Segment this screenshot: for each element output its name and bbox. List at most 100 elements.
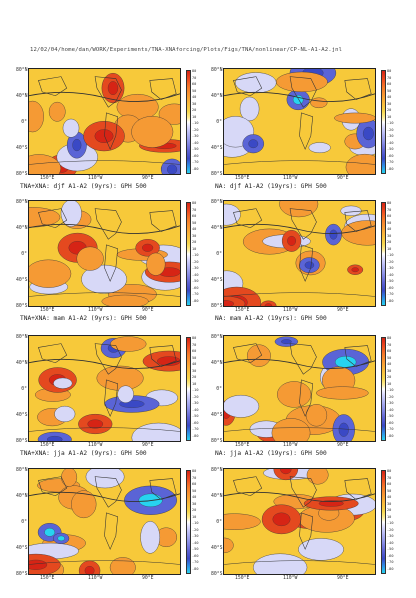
colorbar-tick-label: 20 xyxy=(192,240,197,244)
latitude-label: 0° xyxy=(21,120,27,125)
colorbar-tick-label: -30 xyxy=(387,401,394,405)
colorbar-tick-label: -10 xyxy=(387,521,394,525)
colorbar-tick-label: -50 xyxy=(192,414,199,418)
colorbar-tick-label: 60 xyxy=(387,214,392,218)
latitude-label: 80°S xyxy=(16,572,28,577)
colorbar xyxy=(381,202,386,306)
colorbar-ticks: 80 70 60 50 40 30 20 10 -10 -20 -30 -40 -50 -60 -70 -80 xyxy=(192,336,204,442)
colorbar-tick-label: 10 xyxy=(387,514,392,519)
contour-map xyxy=(223,335,376,442)
longitude-label: 110°W xyxy=(283,308,298,313)
colorbar-tick-label: -10 xyxy=(192,253,199,257)
map-panel-4: 80°N 40°N 0° 40°S 80°S 150°E 110°W 90°E NA: mam … xyxy=(211,192,398,330)
colorbar xyxy=(381,337,386,441)
colorbar-tick-label: 40 xyxy=(387,495,392,499)
longitude-label: 90°E xyxy=(337,576,349,581)
latitude-label: 40°S xyxy=(211,546,223,551)
contour-map xyxy=(28,335,181,442)
colorbar-tick-label: -10 xyxy=(192,121,199,125)
colorbar-tick-label: 40 xyxy=(192,362,197,366)
colorbar-tick-label: 70 xyxy=(387,75,392,80)
colorbar-tick-label: -60 xyxy=(387,285,394,290)
colorbar-tick-label: 50 xyxy=(192,220,197,225)
colorbar-tick-label: -80 xyxy=(387,433,394,438)
colorbar-tick-label: -50 xyxy=(192,547,199,551)
colorbar-tick-label: 20 xyxy=(387,240,392,244)
colorbar-tick-label: -40 xyxy=(192,407,199,412)
colorbar-tick-label: -80 xyxy=(192,433,199,438)
colorbar-tick-label: 50 xyxy=(192,355,197,360)
colorbar-tick-label: 60 xyxy=(192,82,197,86)
colorbar-tick-label: -30 xyxy=(387,266,394,270)
colorbar-tick-label: 70 xyxy=(192,207,197,212)
colorbar-ticks: 80 70 60 50 40 30 20 10 -10 -20 -30 -40 -50 -60 -70 -80 xyxy=(387,336,399,442)
colorbar-tick-label: 80 xyxy=(387,201,392,205)
latitude-label: 80°N xyxy=(16,68,28,73)
colorbar-tick-label: -60 xyxy=(387,153,394,158)
colorbar-tick-label: 80 xyxy=(387,469,392,473)
latitude-label: 80°S xyxy=(211,172,223,177)
latitude-label: 0° xyxy=(216,120,222,125)
latitude-label: 80°N xyxy=(211,68,223,73)
map-panel-5: 80°N 40°N 0° 40°S 80°S 150°E 110°W 90°E TNA+XNA:… xyxy=(16,327,204,465)
colorbar-tick-label: -50 xyxy=(387,547,394,551)
colorbar-tick-label: 70 xyxy=(387,475,392,480)
longitude-label: 150°E xyxy=(40,443,55,448)
colorbar-tick-label: -20 xyxy=(192,394,199,399)
colorbar-tick-label: 80 xyxy=(192,469,197,473)
longitude-label: 110°W xyxy=(88,443,103,448)
colorbar-tick-label: 80 xyxy=(192,69,197,73)
colorbar-tick-label: 80 xyxy=(192,336,197,340)
longitude-label: 110°W xyxy=(283,443,298,448)
latitude-label: 40°N xyxy=(211,94,223,99)
colorbar-tick-label: -20 xyxy=(192,127,199,132)
latitude-label: 40°S xyxy=(16,146,28,151)
latitude-label: 40°N xyxy=(16,494,28,499)
figure-path-header: 12/02/04/home/dan/WORK/Experiments/TNA-X… xyxy=(30,47,343,53)
colorbar-tick-label: -80 xyxy=(387,166,394,171)
colorbar-tick-label: 40 xyxy=(192,495,197,499)
colorbar-tick-label: -30 xyxy=(387,534,394,538)
latitude-label: 40°N xyxy=(16,226,28,231)
colorbar-tick-label: -50 xyxy=(192,147,199,151)
colorbar-tick-label: 10 xyxy=(192,114,197,119)
longitude-label: 110°W xyxy=(88,308,103,313)
colorbar xyxy=(186,202,191,306)
colorbar-tick-label: -20 xyxy=(387,127,394,132)
longitude-label: 150°E xyxy=(235,576,250,581)
colorbar-tick-label: 10 xyxy=(192,381,197,386)
colorbar-tick-label: 20 xyxy=(192,508,197,512)
longitude-label: 110°W xyxy=(283,576,298,581)
latitude-label: 0° xyxy=(216,387,222,392)
colorbar-tick-label: -10 xyxy=(387,388,394,392)
colorbar-tick-label: -60 xyxy=(387,420,394,425)
colorbar-tick-label: -70 xyxy=(387,560,394,564)
colorbar-tick-label: -40 xyxy=(387,272,394,277)
latitude-label: 80°S xyxy=(211,439,223,444)
latitude-label: 80°N xyxy=(16,200,28,205)
colorbar-tick-label: 20 xyxy=(192,108,197,112)
colorbar-tick-label: -60 xyxy=(387,553,394,558)
colorbar xyxy=(186,70,191,174)
colorbar-tick-label: 40 xyxy=(387,362,392,366)
colorbar-tick-label: -60 xyxy=(192,153,199,158)
colorbar-ticks: 80 70 60 50 40 30 20 10 -10 -20 -30 -40 -50 -60 -70 -80 xyxy=(192,469,204,575)
colorbar-tick-label: -30 xyxy=(387,134,394,138)
colorbar-tick-label: 50 xyxy=(387,488,392,493)
latitude-label: 40°N xyxy=(211,361,223,366)
colorbar-tick-label: -10 xyxy=(192,521,199,525)
longitude-label: 110°W xyxy=(88,576,103,581)
colorbar-tick-label: 30 xyxy=(192,101,197,106)
latitude-label: 0° xyxy=(21,520,27,525)
latitude-label: 80°N xyxy=(211,200,223,205)
colorbar-tick-label: 10 xyxy=(387,381,392,386)
colorbar xyxy=(186,337,191,441)
colorbar-tick-label: 80 xyxy=(192,201,197,205)
colorbar-tick-label: -10 xyxy=(192,388,199,392)
longitude-label: 90°E xyxy=(142,308,154,313)
colorbar-tick-label: 30 xyxy=(387,101,392,106)
colorbar-tick-label: 70 xyxy=(192,342,197,347)
latitude-label: 0° xyxy=(216,520,222,525)
colorbar-tick-label: 20 xyxy=(387,375,392,379)
colorbar-tick-label: -50 xyxy=(192,279,199,283)
